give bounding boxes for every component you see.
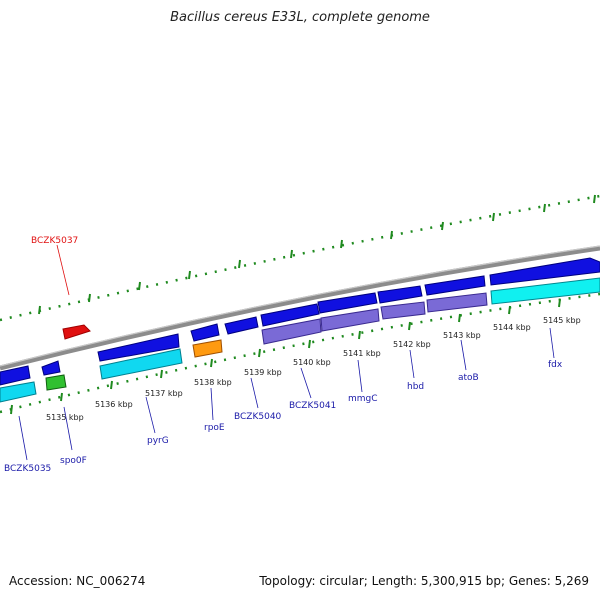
- gene-label-bczk5041[interactable]: BCZK5041: [289, 401, 336, 411]
- inner-ruler-major-ticks: [10, 298, 561, 415]
- gene-feature[interactable]: [380, 301, 426, 320]
- gene-feature[interactable]: [45, 374, 67, 391]
- gene-label-hbd[interactable]: hbd: [407, 382, 424, 392]
- accession-text: Accession: NC_006274: [9, 574, 146, 588]
- gene-label-fdx[interactable]: fdx: [548, 360, 563, 370]
- gene-feature[interactable]: [261, 318, 322, 345]
- gene-feature[interactable]: [424, 275, 486, 296]
- gene-feature[interactable]: [97, 333, 180, 362]
- gene-bczk5037-feature[interactable]: [62, 324, 91, 340]
- gene-feature[interactable]: [0, 381, 37, 403]
- position-label: 5137 kbp: [145, 389, 183, 398]
- outer-ruler-major-ticks: [38, 194, 596, 315]
- position-label: 5144 kbp: [493, 323, 531, 332]
- gene-feature[interactable]: [489, 257, 600, 286]
- gene-feature[interactable]: [490, 277, 600, 305]
- position-labels: 5135 kbp 5136 kbp 5137 kbp 5138 kbp 5139…: [46, 316, 581, 422]
- position-label: 5142 kbp: [393, 340, 431, 349]
- position-label: 5145 kbp: [543, 316, 581, 325]
- gene-feature[interactable]: [0, 365, 31, 386]
- position-label: 5135 kbp: [46, 413, 84, 422]
- position-label: 5141 kbp: [343, 349, 381, 358]
- secondary-features: [0, 277, 600, 403]
- gene-feature[interactable]: [320, 308, 380, 332]
- gene-labels: BCZK5037 BCZK5035 spo0F pyrG rpoE BCZK50…: [4, 236, 563, 474]
- gene-label-bczk5040[interactable]: BCZK5040: [234, 412, 282, 422]
- gene-feature[interactable]: [99, 348, 183, 380]
- position-label: 5136 kbp: [95, 400, 133, 409]
- gene-feature[interactable]: [192, 339, 223, 358]
- gene-feature[interactable]: [190, 323, 220, 342]
- position-label: 5138 kbp: [194, 378, 232, 387]
- gene-label-rpoe[interactable]: rpoE: [204, 423, 225, 433]
- genome-summary-text: Topology: circular; Length: 5,300,915 bp…: [259, 574, 589, 588]
- forward-genes: [0, 257, 600, 386]
- label-leaders: [18, 244, 555, 461]
- gene-label-pyrg[interactable]: pyrG: [147, 436, 169, 446]
- gene-label-spo0f[interactable]: spo0F: [60, 456, 87, 466]
- gene-feature[interactable]: [317, 292, 378, 314]
- gene-feature[interactable]: [260, 303, 320, 327]
- gene-label-mmgc[interactable]: mmgC: [348, 394, 378, 404]
- position-label: 5143 kbp: [443, 331, 481, 340]
- gene-label-atob[interactable]: atoB: [458, 373, 479, 383]
- genome-backbone: [0, 245, 600, 371]
- gene-label-bczk5037[interactable]: BCZK5037: [31, 236, 78, 246]
- genome-title: Bacillus cereus E33L, complete genome: [170, 10, 430, 25]
- gene-label-bczk5035[interactable]: BCZK5035: [4, 464, 51, 474]
- position-label: 5140 kbp: [293, 358, 331, 367]
- gene-feature[interactable]: [41, 360, 61, 376]
- gene-feature[interactable]: [224, 316, 259, 335]
- gene-feature[interactable]: [377, 285, 423, 304]
- gene-feature[interactable]: [426, 292, 488, 313]
- position-label: 5139 kbp: [244, 368, 282, 377]
